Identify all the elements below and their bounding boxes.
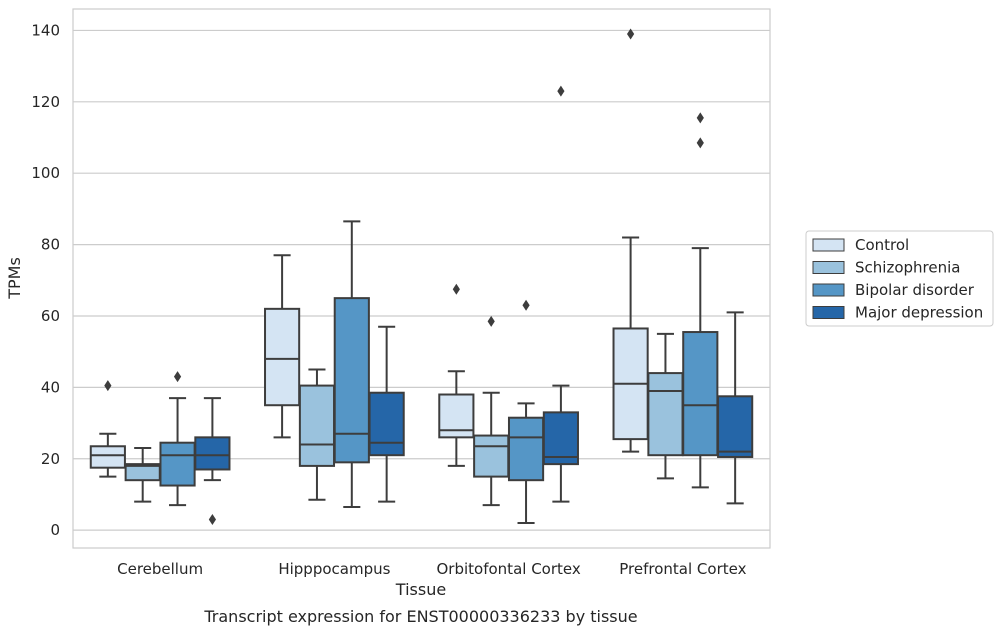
chart-title: Transcript expression for ENST0000033623… xyxy=(203,607,637,626)
legend-label: Schizophrenia xyxy=(855,259,960,277)
y-tick-label: 100 xyxy=(31,164,60,182)
box-bipolar-disorder-1 xyxy=(333,220,370,508)
box-body xyxy=(333,297,370,464)
box-bipolar-disorder-2 xyxy=(507,299,545,525)
legend-swatch xyxy=(812,283,845,297)
outlier-point xyxy=(173,371,182,383)
box-body xyxy=(89,445,126,469)
box-major-depression-0 xyxy=(194,397,231,525)
x-tick-label: Hipppocampus xyxy=(278,560,390,578)
box-body xyxy=(717,395,754,458)
box-major-depression-1 xyxy=(368,325,405,503)
y-tick-label: 140 xyxy=(31,21,60,39)
box-body xyxy=(368,391,405,457)
outlier-point xyxy=(696,137,704,149)
outlier-point xyxy=(522,299,530,311)
y-tick-label: 40 xyxy=(41,378,60,396)
box-major-depression-2 xyxy=(542,85,579,503)
box-body xyxy=(507,416,545,482)
box-control-1 xyxy=(264,254,301,439)
legend-label: Major depression xyxy=(855,304,983,322)
y-tick-label: 60 xyxy=(41,307,60,325)
plot-frame xyxy=(72,8,771,549)
legend-swatch xyxy=(812,261,845,274)
box-body xyxy=(473,434,510,478)
y-tick-label: 0 xyxy=(50,521,60,539)
outlier-point xyxy=(208,513,216,525)
x-tick-label: Prefrontal Cortex xyxy=(619,560,746,578)
outlier-point xyxy=(452,283,460,295)
box-control-2 xyxy=(438,283,475,467)
legend-label: Control xyxy=(855,236,909,254)
legend-label: Bipolar disorder xyxy=(855,281,975,299)
outlier-point xyxy=(696,112,704,124)
box-control-0 xyxy=(89,380,126,478)
outlier-point xyxy=(627,28,635,40)
box-major-depression-3 xyxy=(717,311,754,505)
box-body xyxy=(264,307,301,407)
y-tick-label: 20 xyxy=(41,450,60,468)
outlier-point xyxy=(557,85,565,97)
box-control-3 xyxy=(612,28,649,453)
box-body xyxy=(159,441,196,487)
x-tick-labels: Cerebellum Hipppocampus Orbitofontal Corte… xyxy=(117,560,746,578)
box-schizophrenia-3 xyxy=(647,332,684,480)
legend-frame xyxy=(805,230,994,327)
box-body xyxy=(682,331,719,457)
box-bipolar-disorder-0 xyxy=(159,371,196,507)
y-tick-label: 80 xyxy=(41,236,60,254)
outlier-point xyxy=(104,380,112,392)
y-axis-label: TPMs xyxy=(5,257,24,300)
x-tick-label: Cerebellum xyxy=(117,560,203,578)
box-body xyxy=(194,436,231,471)
x-axis-label: Tissue xyxy=(395,580,446,599)
boxes-layer xyxy=(89,28,754,525)
box-schizophrenia-2 xyxy=(473,315,510,507)
box-body xyxy=(298,384,336,467)
box-bipolar-disorder-3 xyxy=(682,112,719,489)
box-body xyxy=(542,411,579,466)
box-body xyxy=(647,372,684,457)
y-tick-label: 120 xyxy=(31,93,60,111)
legend-swatch xyxy=(812,306,845,319)
outlier-point xyxy=(487,315,495,327)
legend-swatch xyxy=(812,238,845,252)
x-tick-label: Orbitofontal Cortex xyxy=(437,560,581,578)
y-tick-labels: 0 20 40 60 80 100 120 140 xyxy=(31,21,60,539)
legend: Control Schizophrenia Bipolar disorder Majo… xyxy=(805,230,994,327)
